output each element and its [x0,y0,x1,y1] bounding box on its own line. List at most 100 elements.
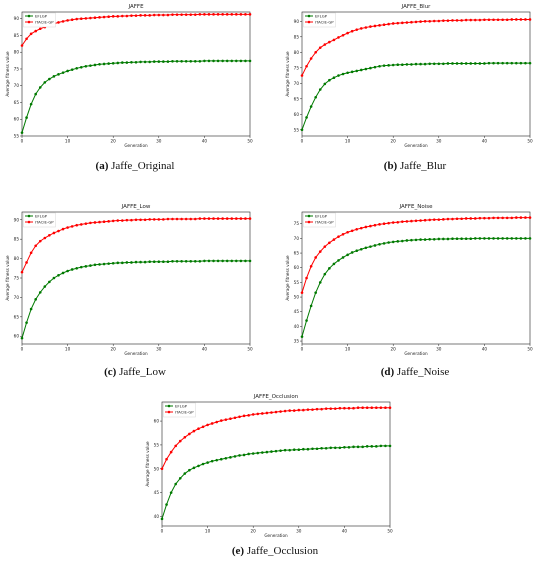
data-point [225,259,229,263]
y-tick-label: 60 [14,334,20,339]
data-point [423,238,427,241]
y-tick-label: 75 [294,65,300,70]
data-point [197,464,200,468]
data-point [201,462,205,466]
data-point [391,240,395,244]
data-point [464,62,468,65]
data-point [364,225,368,229]
data-point [157,218,161,221]
data-point [352,445,355,449]
data-point [302,408,305,412]
data-point [107,220,110,223]
x-tick-label: 0 [301,347,304,352]
data-point [256,451,260,455]
data-point [162,218,165,221]
legend-entry: ITACIE-GP [315,219,334,224]
data-point [238,415,241,419]
x-axis-label: Generation [124,351,148,356]
data-point [102,220,106,224]
data-point [337,74,340,77]
data-point [478,62,482,65]
data-point [52,276,56,280]
data-point [350,70,354,74]
y-tick-label: 60 [14,117,20,122]
data-point [139,218,142,222]
data-point [189,59,193,63]
data-point [365,445,369,448]
data-point [102,15,106,19]
data-point [510,216,514,220]
data-point [188,432,191,436]
data-point [487,216,491,220]
data-point [519,237,523,240]
data-point [121,14,124,18]
x-tick-label: 50 [247,139,253,144]
chart-panel-jaffe-noise: JAFFE_Noise 0 10 20 30 40 50 35 40 45 50 55 60 65 70 75… [280,200,550,358]
data-point [20,336,24,340]
data-point [487,237,491,240]
y-axis-label: Average fitness value [285,255,290,301]
data-point [524,18,527,21]
data-point [48,280,51,284]
x-tick-label: 10 [205,529,211,534]
data-point [229,456,232,459]
data-point [134,60,138,64]
data-point [201,425,205,429]
data-point [346,31,349,35]
data-point [212,259,215,263]
data-point [451,19,454,22]
data-point [235,259,238,263]
data-point [305,116,308,119]
y-tick-label: 90 [14,217,20,222]
data-point [207,217,211,220]
data-point [256,412,260,416]
data-point [248,217,252,220]
data-point [343,446,346,449]
data-point [370,406,374,410]
data-point [519,18,523,21]
data-point [34,298,37,301]
data-point [152,260,156,263]
data-point [437,237,441,241]
data-point [355,28,359,31]
plot-frame [21,11,251,137]
data-point [116,15,120,18]
data-point [152,13,156,17]
data-point [270,450,273,453]
data-point [314,95,317,99]
y-tick-label: 70 [294,236,300,241]
chart-panel-jaffe-original: JAFFE 0 10 20 30 40 50 55 60 65 70 75 80 85 90 Generati… [0,0,270,150]
y-tick-label: 50 [294,295,300,300]
y-tick-label: 60 [294,265,300,270]
data-point [405,239,409,242]
data-point [261,451,264,454]
data-point [25,37,28,41]
y-tick-label: 70 [14,295,20,300]
x-tick-label: 50 [247,347,253,352]
data-point [300,128,304,132]
data-point [48,233,51,237]
legend-marker [307,20,311,24]
data-point [528,237,532,240]
data-point [469,62,473,65]
y-axis-label: Average fitness value [285,51,290,97]
data-point [460,217,463,221]
data-point [57,21,60,24]
data-point [212,217,215,220]
data-point [455,237,459,240]
x-tick-label: 30 [296,529,302,534]
data-point [25,321,28,324]
data-point [174,482,177,486]
data-point [328,241,331,245]
x-tick-label: 30 [436,347,442,352]
data-point [323,245,327,248]
y-tick-label: 65 [14,100,20,105]
data-point [437,19,441,23]
data-point [388,406,392,410]
x-tick-label: 30 [156,139,162,144]
data-point [524,61,527,65]
legend-marker [167,410,171,414]
data-point [230,259,234,263]
series-line-eflgp [21,60,250,133]
data-point [20,270,24,274]
